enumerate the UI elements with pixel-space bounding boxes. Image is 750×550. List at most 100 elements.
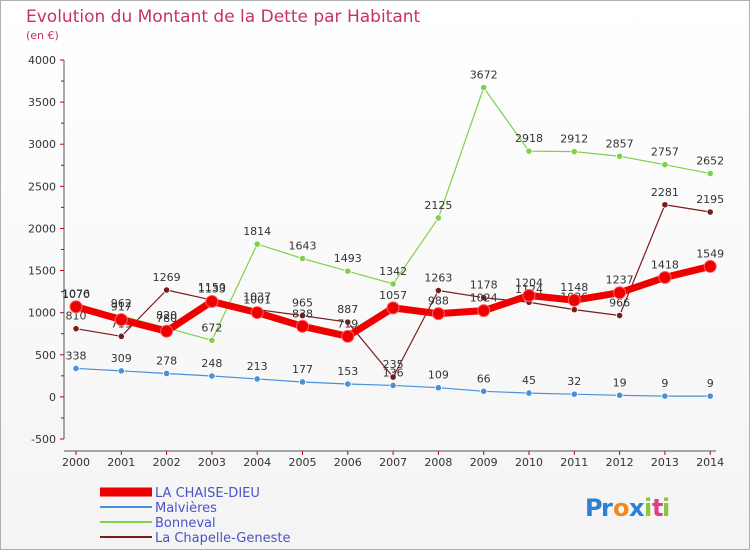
data-point	[525, 147, 533, 155]
data-label: 672	[201, 321, 222, 334]
data-label: 1549	[696, 247, 724, 260]
data-label: 719	[337, 317, 358, 330]
data-label: 2918	[515, 132, 543, 145]
data-point	[114, 313, 128, 327]
data-point	[615, 311, 624, 320]
x-tick-label: 2009	[470, 456, 498, 469]
data-point	[661, 392, 669, 400]
data-point	[386, 301, 400, 315]
data-label: 1237	[606, 274, 634, 287]
data-point	[434, 286, 442, 295]
series-layer: 8107191269115010379658872351263117811241…	[62, 69, 724, 400]
data-label: 66	[477, 372, 491, 385]
data-label: 1814	[243, 225, 271, 238]
data-label: 153	[337, 365, 358, 378]
data-label: 988	[428, 295, 449, 308]
data-label: 9	[707, 377, 714, 390]
x-tick-label: 2008	[424, 456, 452, 469]
data-label: 1070	[62, 288, 90, 301]
data-point	[250, 306, 264, 320]
data-point	[298, 254, 307, 263]
x-tick-label: 2011	[560, 456, 588, 469]
x-tick-label: 2003	[198, 456, 226, 469]
x-tick-label: 2006	[334, 456, 362, 469]
data-point	[570, 148, 578, 156]
data-point	[72, 364, 80, 373]
data-point	[163, 286, 171, 294]
data-point	[477, 304, 491, 318]
y-tick-label: -500	[31, 433, 56, 446]
data-label: 1150	[198, 281, 226, 294]
data-label: 1204	[515, 276, 543, 289]
data-point	[661, 201, 669, 209]
x-tick-label: 2010	[515, 456, 543, 469]
data-label: 838	[292, 307, 313, 320]
data-point	[706, 208, 714, 216]
data-label: 213	[247, 360, 268, 373]
data-label: 820	[156, 309, 177, 322]
logo-letter: o	[613, 494, 630, 522]
data-point	[253, 240, 261, 248]
chart-subtitle: (en €)	[26, 29, 59, 42]
data-label: 248	[201, 357, 222, 370]
data-label: 136	[383, 366, 404, 379]
legend-label: La Chapelle-Geneste	[155, 531, 290, 546]
y-tick-label: 500	[35, 349, 56, 362]
data-label: 1037	[243, 291, 271, 304]
data-label: 810	[66, 310, 87, 323]
data-label: 780	[156, 312, 177, 325]
data-label: 1076	[62, 287, 90, 300]
x-tick-label: 2004	[243, 456, 271, 469]
data-point	[480, 387, 488, 395]
x-tick-label: 2012	[606, 456, 634, 469]
data-label: 278	[156, 354, 177, 367]
x-tick-label: 2005	[289, 456, 317, 469]
logo-letter: i	[644, 494, 652, 522]
data-label: 1148	[560, 281, 588, 294]
series-3: 1070 917 780 1133 1001 838 719 1057 988 1024 1204 1…	[62, 247, 724, 343]
data-point	[570, 306, 578, 314]
data-point	[567, 293, 581, 307]
data-label: 962	[111, 297, 132, 310]
data-label: 1643	[289, 240, 317, 253]
data-label: 2912	[560, 133, 588, 146]
data-point	[117, 367, 125, 375]
data-label: 2281	[651, 186, 679, 199]
data-point	[615, 391, 624, 399]
x-tick-label: 2007	[379, 456, 407, 469]
data-point	[163, 369, 171, 378]
logo-letter: t	[652, 494, 663, 522]
data-point	[298, 312, 307, 320]
data-point	[703, 259, 717, 273]
data-point	[389, 381, 397, 390]
y-tick-label: 2500	[28, 180, 56, 193]
data-point	[344, 267, 352, 275]
axes: 4000 3500 3000 2500 2000 1500 1000 500 0 -500 2000…	[28, 54, 724, 469]
data-label: 1057	[379, 289, 407, 302]
data-point	[208, 336, 216, 344]
y-tick-label: 2000	[28, 222, 56, 235]
data-point	[480, 84, 488, 92]
data-label: 1178	[470, 279, 498, 292]
data-point	[69, 300, 83, 314]
data-point	[434, 384, 442, 392]
legend-label: Bonneval	[155, 516, 216, 531]
data-point	[389, 280, 397, 288]
data-label: 2857	[606, 137, 634, 150]
data-point	[208, 372, 216, 380]
logo-letter: x	[629, 494, 645, 522]
data-point	[431, 307, 445, 321]
data-point	[658, 270, 672, 284]
data-point	[205, 294, 219, 308]
data-label: 9	[661, 377, 668, 390]
data-label: 32	[567, 375, 581, 388]
data-point	[117, 332, 125, 340]
data-point	[72, 325, 80, 333]
data-point	[706, 392, 714, 400]
data-label: 1342	[379, 265, 407, 278]
data-label: 965	[292, 297, 313, 310]
data-point	[661, 161, 669, 169]
data-label: 2757	[651, 146, 679, 159]
